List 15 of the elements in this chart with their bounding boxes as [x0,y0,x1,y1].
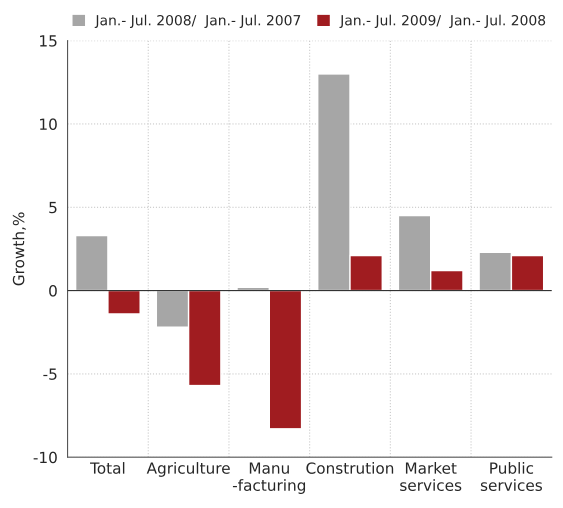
y-tick-label: -10 [34,452,57,464]
x-tick-label: Agriculture [146,462,230,477]
legend-label: Jan.- Jul. 2009/ Jan.- Jul. 2008 [339,14,546,28]
legend-label: Jan.- Jul. 2008/ Jan.- Jul. 2007 [94,14,300,28]
y-tick-label: 15 [40,35,57,47]
x-tick-label: Public services [480,462,542,491]
x-tick-label: Total [90,462,124,474]
y-tick-label: 5 [49,202,57,214]
x-tick-label: Manu -facturing [232,462,306,494]
y-tick-label: 0 [49,285,57,297]
x-tick-label: Constrution [306,462,394,474]
y-tick-label: -5 [43,368,57,380]
x-tick-label: Market services [400,462,462,491]
y-tick-label: 10 [40,118,57,130]
y-axis-title: Growth,% [12,212,26,286]
